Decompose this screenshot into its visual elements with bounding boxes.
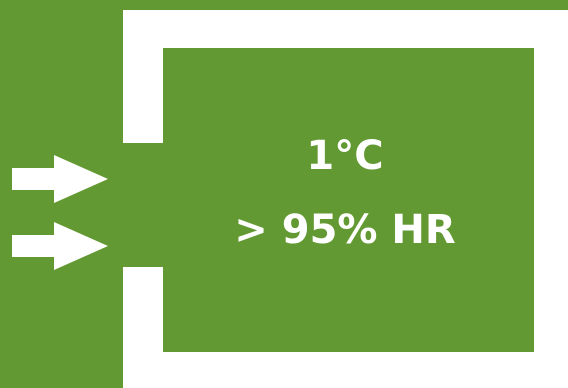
right-arrow-icon xyxy=(12,222,108,270)
chamber-opening xyxy=(123,143,163,267)
exterior-top-edge xyxy=(0,0,568,10)
right-arrow-icon xyxy=(12,155,108,203)
temperature-label: 1°C xyxy=(306,133,384,179)
chamber-interior xyxy=(163,48,534,352)
humidity-label: > 95% HR xyxy=(234,207,456,253)
